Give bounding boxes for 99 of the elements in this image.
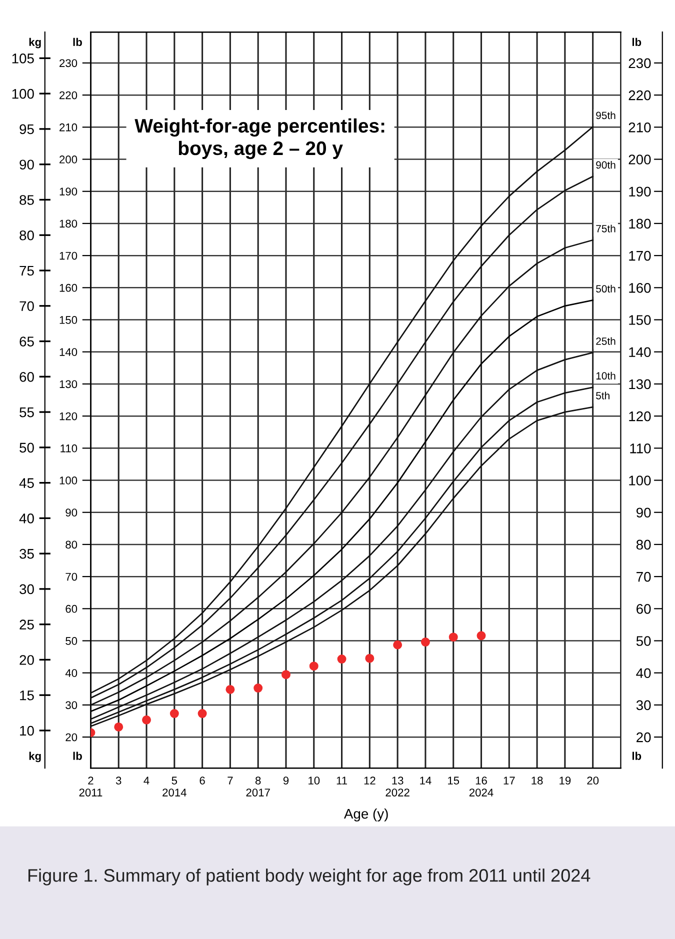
y-tick-label: 70: [20, 301, 34, 312]
x-tick-label: 19: [560, 776, 571, 785]
y-tick-label: 80: [20, 230, 34, 240]
y2-tick-label: 100: [629, 476, 651, 486]
x-tick-label: 11: [336, 776, 348, 784]
y2-tick-label: 90: [636, 508, 651, 518]
y3-tick-label: 210: [60, 123, 78, 132]
y3-tick-label: 150: [60, 316, 78, 324]
y-axis-title: kg: [29, 38, 41, 48]
y2-tick-label: 160: [629, 283, 651, 293]
y3-tick-label: 130: [60, 380, 78, 388]
text: lb: [632, 752, 642, 760]
x-tick-label: 16 2024: [469, 776, 494, 796]
x-axis-title: Age (y): [344, 808, 388, 822]
x-tick-label: 14: [420, 776, 432, 784]
x-tick-label: 10: [308, 776, 320, 785]
y3-tick-label: 190: [60, 188, 78, 196]
x-tick-label: 18: [532, 776, 543, 785]
y3-tick-label: 140: [60, 348, 78, 356]
y-tick-label: 105: [12, 54, 34, 64]
y3-tick-label: 50: [66, 637, 78, 645]
y-tick-label: 60: [20, 372, 34, 382]
y3-tick-label: 180: [60, 220, 78, 228]
y-tick-label: 45: [19, 478, 34, 488]
x-tick-label: 17: [504, 776, 515, 784]
x-tick-label: 2 2011: [79, 776, 102, 796]
series-label: 90th: [596, 161, 616, 169]
y3-tick-label: 90: [66, 508, 78, 516]
y2-tick-label: 40: [636, 668, 651, 678]
x-tick-label: 15: [448, 776, 460, 785]
text: lb: [73, 752, 82, 760]
y2-tick-label: 60: [636, 604, 651, 614]
y2-tick-label: 220: [628, 90, 651, 100]
y-tick-label: 85: [20, 195, 34, 205]
y-tick-label: 90: [20, 160, 34, 170]
y2-tick-label: 180: [629, 218, 651, 229]
y3-tick-label: 110: [60, 444, 78, 452]
y3-tick-label: 20: [66, 733, 78, 742]
y2-tick-label: 170: [629, 250, 651, 261]
x-tick-label: 7: [228, 776, 233, 784]
y2-tick-label: 120: [629, 411, 651, 422]
y2-tick-label: 20: [636, 732, 651, 742]
y2-tick-label: 230: [628, 58, 651, 68]
x-tick-label: 8 2017: [246, 776, 270, 796]
y3-tick-label: 40: [65, 669, 78, 677]
y2-tick-label: 30: [636, 700, 651, 710]
y2-tick-label: 150: [629, 315, 651, 325]
y3-tick-label: 30: [66, 701, 78, 710]
series-label: 5th: [596, 392, 610, 400]
y-tick-label: 75: [20, 266, 34, 276]
y-tick-label: 40: [19, 514, 34, 524]
x-tick-label: 20: [587, 776, 599, 785]
x-tick-label: 6: [200, 776, 205, 785]
x-tick-label: 4: [144, 776, 150, 784]
series-label: 25th: [596, 337, 616, 345]
series-label: 50th: [596, 284, 616, 293]
y2-tick-label: 50: [636, 636, 651, 646]
x-tick-label: 5 2014: [162, 776, 186, 796]
y-tick-label: 30: [20, 584, 34, 594]
text: Weight-for-age percentiles: boys, age 2 – 20 y: [134, 118, 384, 160]
y-tick-label: 100: [12, 88, 34, 99]
y2-tick-label: 80: [636, 540, 651, 550]
x-tick-label: 3: [116, 776, 122, 785]
y3-tick-label: 230: [60, 59, 78, 68]
x-tick-label: 13 2022: [386, 776, 410, 796]
y2-tick-label: 110: [630, 444, 651, 454]
y2-tick-label: 70: [636, 572, 651, 582]
y3-tick-label: 220: [60, 91, 78, 100]
text: kg: [29, 752, 41, 762]
series-label: 95th: [596, 111, 616, 120]
y2-tick-label: 200: [628, 154, 651, 164]
y3-tick-label: 70: [66, 572, 78, 581]
y3-tick-label: 100: [60, 476, 78, 484]
y-tick-label: 50: [20, 442, 34, 453]
y-tick-label: 95: [20, 124, 34, 134]
y-tick-label: 35: [20, 548, 34, 559]
y3-tick-label: 80: [66, 540, 78, 549]
y-tick-label: 65: [20, 336, 34, 346]
y-tick-label: 55: [20, 408, 34, 418]
series-label: 10th: [596, 372, 616, 380]
y-tick-label: 10: [20, 726, 34, 736]
y2-tick-label: 210: [628, 122, 651, 132]
x-tick-label: 12: [364, 776, 376, 784]
y3-tick-label: 60: [66, 604, 78, 613]
y3-tick-label: 160: [60, 284, 78, 292]
y-tick-label: 15: [20, 690, 34, 700]
y3-tick-label: 170: [60, 252, 78, 260]
y-tick-label: 20: [20, 655, 34, 665]
y2-axis-title: lb: [632, 38, 642, 46]
y3-tick-label: 120: [60, 412, 78, 420]
x-tick-label: 9: [283, 776, 289, 785]
y-tick-label: 25: [20, 620, 34, 630]
y2-tick-label: 190: [629, 186, 651, 197]
caption: Figure 1. Summary of patient body weight for age from 2011 until 2024: [28, 868, 590, 886]
y2-tick-label: 140: [629, 347, 651, 358]
y3-tick-label: 200: [60, 156, 78, 164]
y3-axis-title: lb: [73, 38, 82, 46]
y2-tick-label: 130: [629, 379, 651, 390]
series-label: 75th: [596, 224, 616, 232]
